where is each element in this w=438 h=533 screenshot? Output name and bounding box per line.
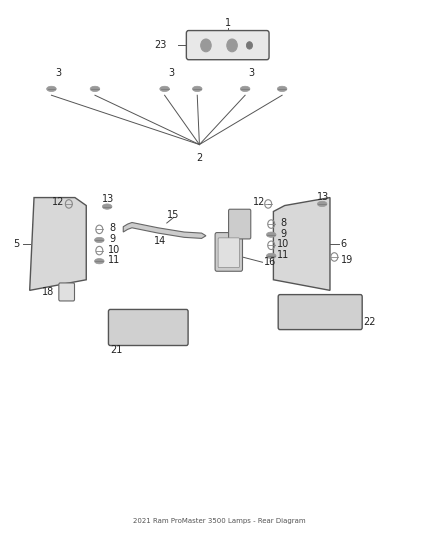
Ellipse shape: [95, 237, 104, 243]
FancyBboxPatch shape: [186, 30, 269, 60]
Ellipse shape: [318, 201, 327, 207]
Ellipse shape: [266, 253, 276, 259]
Ellipse shape: [47, 86, 56, 92]
Text: 13: 13: [102, 194, 114, 204]
Circle shape: [227, 39, 237, 52]
FancyBboxPatch shape: [215, 232, 243, 271]
Text: 12: 12: [253, 197, 266, 207]
Text: 3: 3: [168, 68, 174, 78]
Ellipse shape: [90, 86, 100, 92]
Ellipse shape: [240, 86, 250, 92]
FancyBboxPatch shape: [109, 310, 188, 345]
Text: 2: 2: [196, 153, 202, 163]
Text: 14: 14: [154, 236, 166, 246]
Circle shape: [247, 42, 253, 49]
Ellipse shape: [192, 86, 202, 92]
Text: 9: 9: [110, 234, 116, 244]
Text: 6: 6: [340, 239, 346, 249]
Text: 21: 21: [110, 345, 123, 356]
FancyBboxPatch shape: [218, 238, 240, 268]
Text: 19: 19: [341, 255, 353, 265]
Text: 23: 23: [154, 41, 166, 51]
Ellipse shape: [160, 86, 170, 92]
FancyBboxPatch shape: [229, 209, 251, 239]
Text: 12: 12: [52, 197, 64, 207]
Text: 3: 3: [249, 68, 255, 78]
Circle shape: [201, 39, 211, 52]
Polygon shape: [273, 198, 330, 290]
Polygon shape: [30, 198, 86, 290]
Ellipse shape: [277, 86, 287, 92]
Text: 8: 8: [110, 223, 116, 233]
Text: 10: 10: [108, 245, 120, 255]
Text: 18: 18: [42, 287, 54, 297]
Text: 1: 1: [225, 18, 231, 28]
Text: 22: 22: [363, 317, 375, 327]
Text: 11: 11: [277, 250, 290, 260]
Text: 16: 16: [264, 257, 276, 267]
Ellipse shape: [95, 259, 104, 264]
Ellipse shape: [102, 204, 112, 209]
Polygon shape: [123, 222, 206, 238]
Text: 15: 15: [167, 209, 180, 220]
Text: 3: 3: [55, 68, 61, 78]
Text: 11: 11: [108, 255, 120, 265]
Text: 5: 5: [14, 239, 20, 249]
Text: 2021 Ram ProMaster 3500 Lamps - Rear Diagram: 2021 Ram ProMaster 3500 Lamps - Rear Dia…: [133, 518, 305, 524]
Text: 13: 13: [317, 191, 329, 201]
FancyBboxPatch shape: [278, 295, 362, 329]
Ellipse shape: [266, 232, 276, 237]
Text: 10: 10: [277, 239, 290, 249]
FancyBboxPatch shape: [59, 283, 74, 301]
Text: 9: 9: [280, 229, 286, 239]
Text: 8: 8: [280, 218, 286, 228]
